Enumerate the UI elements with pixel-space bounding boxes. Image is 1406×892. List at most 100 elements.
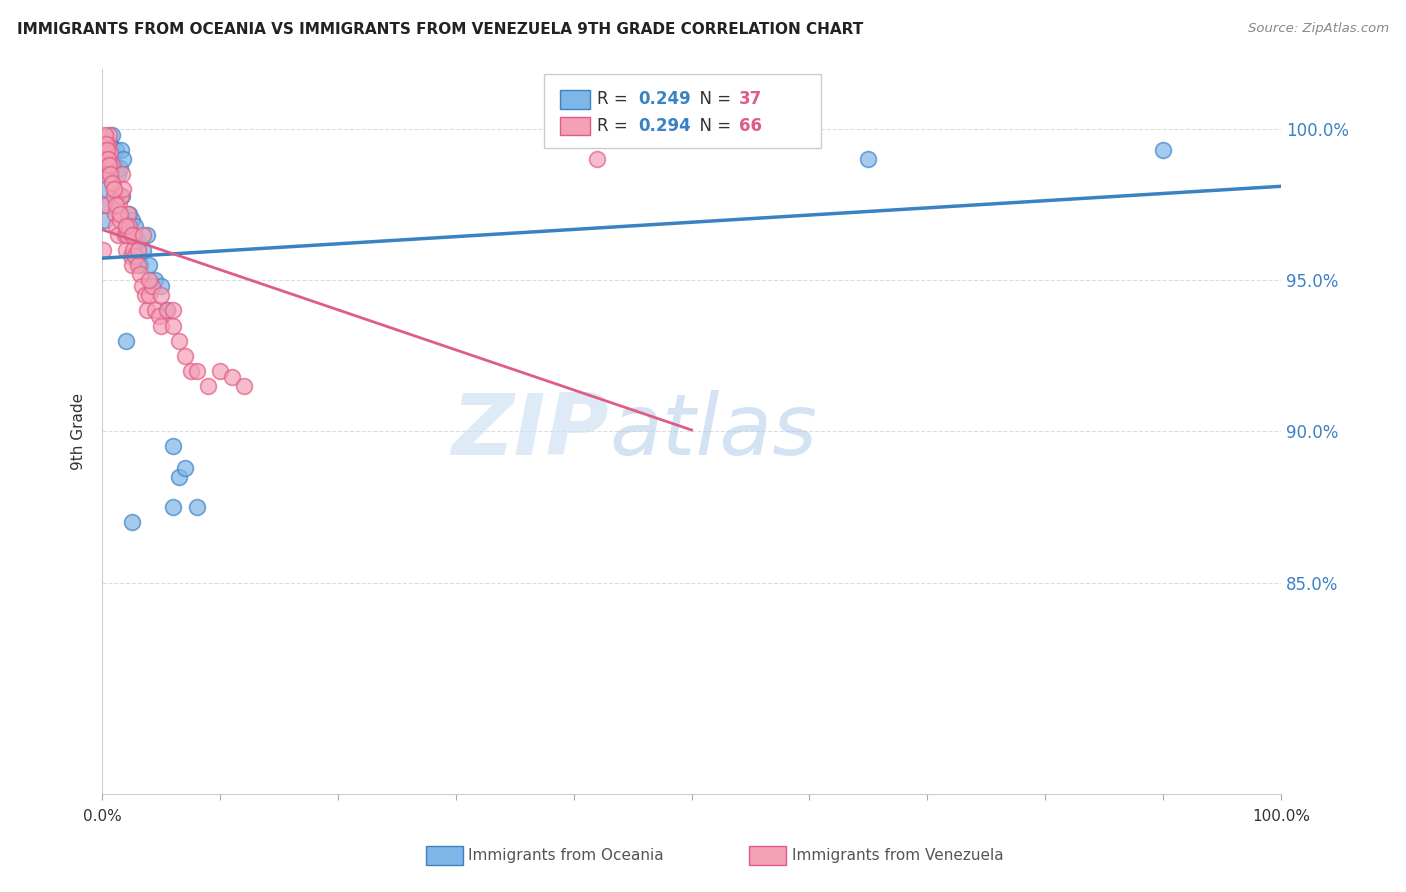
Point: [131, 279, 153, 293]
Point: [93, 212, 115, 227]
Point: [94, 167, 117, 181]
Point: [156, 303, 179, 318]
Point: [150, 279, 173, 293]
Point: [121, 227, 143, 242]
Point: [124, 249, 146, 263]
Point: [105, 197, 128, 211]
Point: [141, 279, 163, 293]
Point: [103, 188, 125, 202]
Point: [221, 370, 243, 384]
Point: [117, 227, 139, 242]
Text: 0.249: 0.249: [638, 90, 692, 108]
Text: R =: R =: [598, 117, 633, 135]
Point: [103, 182, 125, 196]
Point: [97, 137, 120, 152]
Point: [107, 197, 129, 211]
Point: [122, 227, 145, 242]
Point: [98, 128, 121, 142]
Point: [115, 227, 138, 242]
Point: [114, 227, 136, 242]
Point: [111, 188, 134, 202]
Point: [173, 349, 195, 363]
Point: [101, 177, 124, 191]
Point: [118, 207, 141, 221]
Text: 66: 66: [738, 117, 762, 135]
Point: [117, 207, 139, 221]
Point: [100, 146, 122, 161]
Point: [103, 158, 125, 172]
Point: [94, 182, 117, 196]
Text: 100.0%: 100.0%: [1251, 809, 1310, 824]
Point: [100, 158, 122, 172]
Point: [150, 288, 173, 302]
Point: [112, 182, 135, 196]
Text: 0.294: 0.294: [638, 117, 692, 135]
FancyBboxPatch shape: [426, 846, 463, 865]
Point: [586, 153, 609, 167]
Point: [156, 303, 179, 318]
Text: Immigrants from Venezuela: Immigrants from Venezuela: [792, 848, 1004, 863]
FancyBboxPatch shape: [560, 90, 591, 109]
Point: [108, 161, 131, 176]
Point: [114, 219, 136, 233]
Point: [132, 227, 155, 242]
Point: [136, 227, 159, 242]
Point: [1152, 143, 1174, 157]
Point: [138, 288, 160, 302]
Point: [180, 364, 202, 378]
Point: [143, 273, 166, 287]
Text: N =: N =: [689, 90, 737, 108]
Text: atlas: atlas: [609, 390, 817, 473]
Point: [105, 143, 128, 157]
Text: 37: 37: [738, 90, 762, 108]
Point: [100, 137, 122, 152]
Point: [96, 153, 118, 167]
Point: [138, 258, 160, 272]
Point: [143, 303, 166, 318]
Text: ZIP: ZIP: [451, 390, 609, 473]
Point: [173, 460, 195, 475]
Point: [94, 137, 117, 152]
Point: [97, 197, 120, 211]
Text: Immigrants from Oceania: Immigrants from Oceania: [468, 848, 664, 863]
Point: [162, 303, 184, 318]
Point: [93, 128, 115, 142]
Text: Source: ZipAtlas.com: Source: ZipAtlas.com: [1249, 22, 1389, 36]
Point: [232, 379, 254, 393]
Point: [112, 153, 135, 167]
Point: [114, 219, 136, 233]
Point: [107, 167, 129, 181]
Point: [111, 167, 134, 181]
Point: [107, 227, 129, 242]
Point: [110, 188, 132, 202]
Y-axis label: 9th Grade: 9th Grade: [72, 392, 86, 470]
Point: [96, 153, 118, 167]
Point: [93, 197, 115, 211]
Point: [114, 334, 136, 348]
Point: [162, 440, 184, 454]
Point: [129, 267, 152, 281]
Point: [120, 249, 142, 263]
Text: R =: R =: [598, 90, 633, 108]
Point: [197, 379, 219, 393]
Point: [100, 167, 122, 181]
Point: [167, 334, 190, 348]
Point: [186, 500, 208, 514]
Point: [114, 243, 136, 257]
FancyBboxPatch shape: [749, 846, 786, 865]
Point: [148, 310, 170, 324]
FancyBboxPatch shape: [560, 117, 591, 136]
Point: [108, 207, 131, 221]
Text: N =: N =: [689, 117, 737, 135]
Point: [121, 258, 143, 272]
Point: [127, 234, 149, 248]
Point: [858, 153, 880, 167]
Point: [132, 243, 155, 257]
Point: [121, 212, 143, 227]
Point: [100, 128, 122, 142]
Point: [209, 364, 232, 378]
Point: [129, 258, 152, 272]
Text: 0.0%: 0.0%: [83, 809, 121, 824]
Point: [162, 500, 184, 514]
Point: [121, 515, 143, 529]
